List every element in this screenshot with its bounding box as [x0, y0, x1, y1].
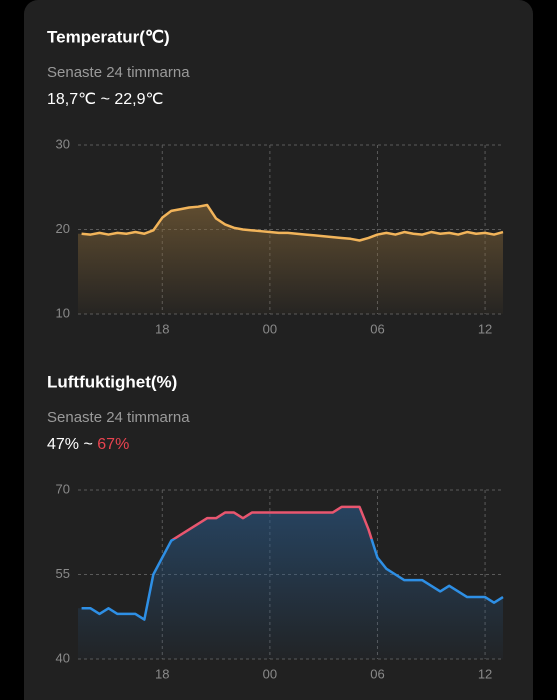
title: Luftfuktighet(%): [47, 372, 177, 391]
line: [81, 505, 504, 621]
subtitle: Senaste 24 timmarna: [47, 409, 190, 426]
title: Temperatur(℃): [47, 27, 170, 46]
y-tick-label: 40: [56, 650, 70, 665]
subtitle: Senaste 24 timmarna: [47, 64, 190, 81]
x-tick-label: 18: [155, 321, 169, 336]
x-tick-label: 00: [263, 666, 277, 681]
card: [24, 0, 533, 700]
range-max: 22,9℃: [114, 91, 163, 108]
x-tick-label: 12: [478, 666, 492, 681]
range-separator: ~: [83, 436, 92, 453]
range-separator: ~: [101, 91, 110, 108]
area-fill: [78, 506, 503, 659]
range-min: 47%: [47, 436, 79, 453]
range: 47% ~ 67%: [47, 436, 129, 453]
line: [81, 203, 504, 242]
y-tick-label: 10: [56, 305, 70, 320]
y-tick-label: 70: [56, 481, 70, 496]
x-tick-label: 06: [370, 321, 384, 336]
range-min: 18,7℃: [47, 91, 96, 108]
x-tick-label: 12: [478, 321, 492, 336]
range: 18,7℃ ~ 22,9℃: [47, 91, 163, 108]
x-tick-label: 18: [155, 666, 169, 681]
range-max: 67%: [97, 436, 129, 453]
y-tick-label: 20: [56, 221, 70, 236]
x-tick-label: 06: [370, 666, 384, 681]
x-tick-label: 00: [263, 321, 277, 336]
y-tick-label: 30: [56, 136, 70, 151]
area-fill: [78, 204, 503, 314]
y-tick-label: 55: [56, 566, 70, 581]
